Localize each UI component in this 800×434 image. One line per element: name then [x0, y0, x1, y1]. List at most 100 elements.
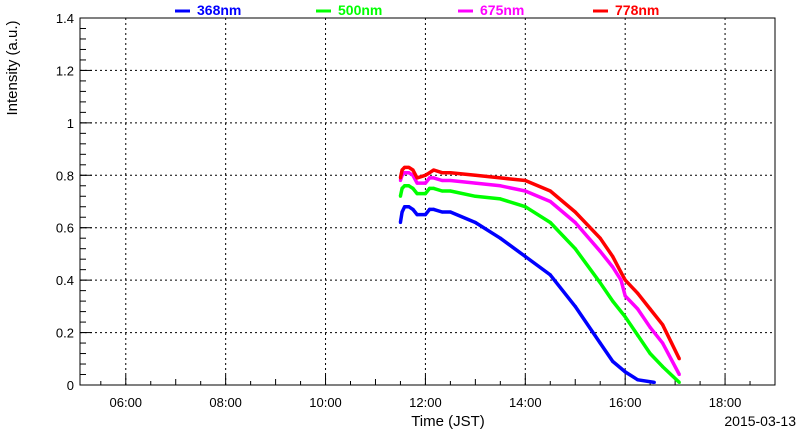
y-tick-label: 0.6	[56, 221, 74, 236]
data-point-368nm	[400, 210, 404, 214]
data-point-500nm	[648, 351, 652, 356]
legend-label-368nm: 368nm	[197, 2, 241, 18]
data-point-500nm	[440, 189, 444, 193]
series-line-368nm	[398, 204, 655, 385]
data-point-778nm	[403, 165, 407, 170]
data-point-368nm	[636, 378, 640, 382]
data-point-675nm	[498, 184, 502, 188]
data-point-778nm	[407, 165, 411, 170]
data-point-675nm	[448, 178, 452, 183]
data-point-500nm	[403, 184, 407, 188]
x-tick-label: 16:00	[609, 395, 642, 410]
data-point-675nm	[523, 189, 527, 193]
data-point-368nm	[448, 210, 452, 214]
y-tick-label: 0	[67, 378, 74, 393]
y-tick-label: 1	[67, 116, 74, 131]
legend-label-500nm: 500nm	[338, 2, 382, 18]
x-tick-label: 14:00	[509, 395, 542, 410]
data-point-778nm	[400, 168, 404, 172]
data-point-500nm	[598, 281, 602, 285]
data-point-500nm	[473, 194, 477, 198]
data-point-368nm	[427, 207, 432, 211]
data-point-675nm	[548, 199, 552, 204]
data-point-778nm	[648, 307, 652, 311]
data-point-675nm	[623, 294, 627, 298]
data-point-675nm	[432, 176, 436, 180]
data-point-368nm	[407, 205, 411, 209]
data-point-368nm	[652, 380, 656, 384]
data-point-368nm	[415, 213, 419, 217]
data-point-500nm	[548, 220, 552, 225]
data-point-675nm	[407, 171, 411, 175]
data-point-778nm	[398, 176, 403, 180]
data-point-778nm	[473, 173, 477, 177]
series-line-675nm	[398, 170, 681, 376]
data-point-675nm	[661, 341, 665, 345]
data-point-778nm	[573, 210, 577, 214]
data-point-778nm	[661, 323, 665, 327]
data-point-778nm	[523, 178, 527, 183]
data-point-500nm	[400, 186, 404, 190]
data-point-778nm	[432, 168, 436, 172]
data-point-778nm	[415, 176, 419, 180]
x-axis-label: Time (JST)	[411, 413, 485, 430]
data-point-778nm	[427, 171, 432, 175]
data-point-368nm	[523, 254, 527, 259]
axis-ticks: 06:00 08:00 10:00 12:00 14:00 16:00 18:00 0 0.2 0…	[56, 11, 776, 410]
data-point-778nm	[636, 291, 640, 295]
data-point-500nm	[636, 333, 640, 337]
data-point-368nm	[403, 205, 407, 209]
data-point-778nm	[598, 236, 602, 240]
data-point-500nm	[415, 192, 419, 196]
data-point-368nm	[498, 236, 502, 240]
data-point-778nm	[423, 173, 428, 177]
data-point-500nm	[411, 186, 415, 190]
data-point-675nm	[677, 372, 681, 377]
data-point-778nm	[677, 357, 681, 361]
data-point-368nm	[411, 207, 415, 211]
legend-label-675nm: 675nm	[480, 2, 524, 18]
data-point-368nm	[423, 213, 428, 217]
data-point-500nm	[611, 299, 615, 303]
data-point-500nm	[398, 194, 403, 198]
data-point-368nm	[623, 370, 627, 374]
data-point-675nm	[636, 307, 640, 311]
legend: 368nm 500nm 675nm 778nm	[175, 2, 659, 18]
series-layer	[398, 165, 681, 385]
y-tick-label: 0.4	[56, 273, 74, 288]
data-point-675nm	[398, 178, 403, 183]
data-point-500nm	[523, 205, 527, 209]
data-point-368nm	[573, 304, 577, 308]
data-point-368nm	[432, 207, 436, 211]
data-point-778nm	[411, 168, 415, 172]
y-tick-label: 0.8	[56, 168, 74, 183]
data-point-500nm	[407, 184, 411, 188]
y-tick-label: 1.4	[56, 11, 74, 26]
data-point-368nm	[473, 220, 477, 225]
data-point-500nm	[677, 380, 681, 384]
data-point-675nm	[473, 181, 477, 185]
data-point-500nm	[661, 365, 665, 369]
data-point-500nm	[498, 197, 502, 201]
legend-label-778nm: 778nm	[615, 2, 659, 18]
date-label: 2015-03-13	[724, 413, 796, 429]
series-line-500nm	[398, 184, 681, 384]
data-point-500nm	[432, 186, 436, 190]
data-point-500nm	[573, 247, 577, 251]
data-point-368nm	[598, 341, 602, 345]
data-point-368nm	[548, 273, 552, 277]
data-point-675nm	[403, 171, 407, 175]
y-tick-label: 1.2	[56, 63, 74, 78]
data-point-368nm	[398, 220, 403, 225]
data-point-500nm	[427, 186, 432, 190]
y-axis-label: Intensity (a.u.)	[4, 20, 21, 115]
data-point-675nm	[598, 249, 602, 253]
x-tick-label: 10:00	[309, 395, 342, 410]
x-tick-label: 12:00	[409, 395, 442, 410]
data-point-500nm	[423, 192, 428, 196]
data-point-368nm	[440, 210, 444, 214]
x-tick-label: 18:00	[709, 395, 742, 410]
data-point-500nm	[623, 315, 627, 319]
y-tick-label: 0.2	[56, 326, 74, 341]
